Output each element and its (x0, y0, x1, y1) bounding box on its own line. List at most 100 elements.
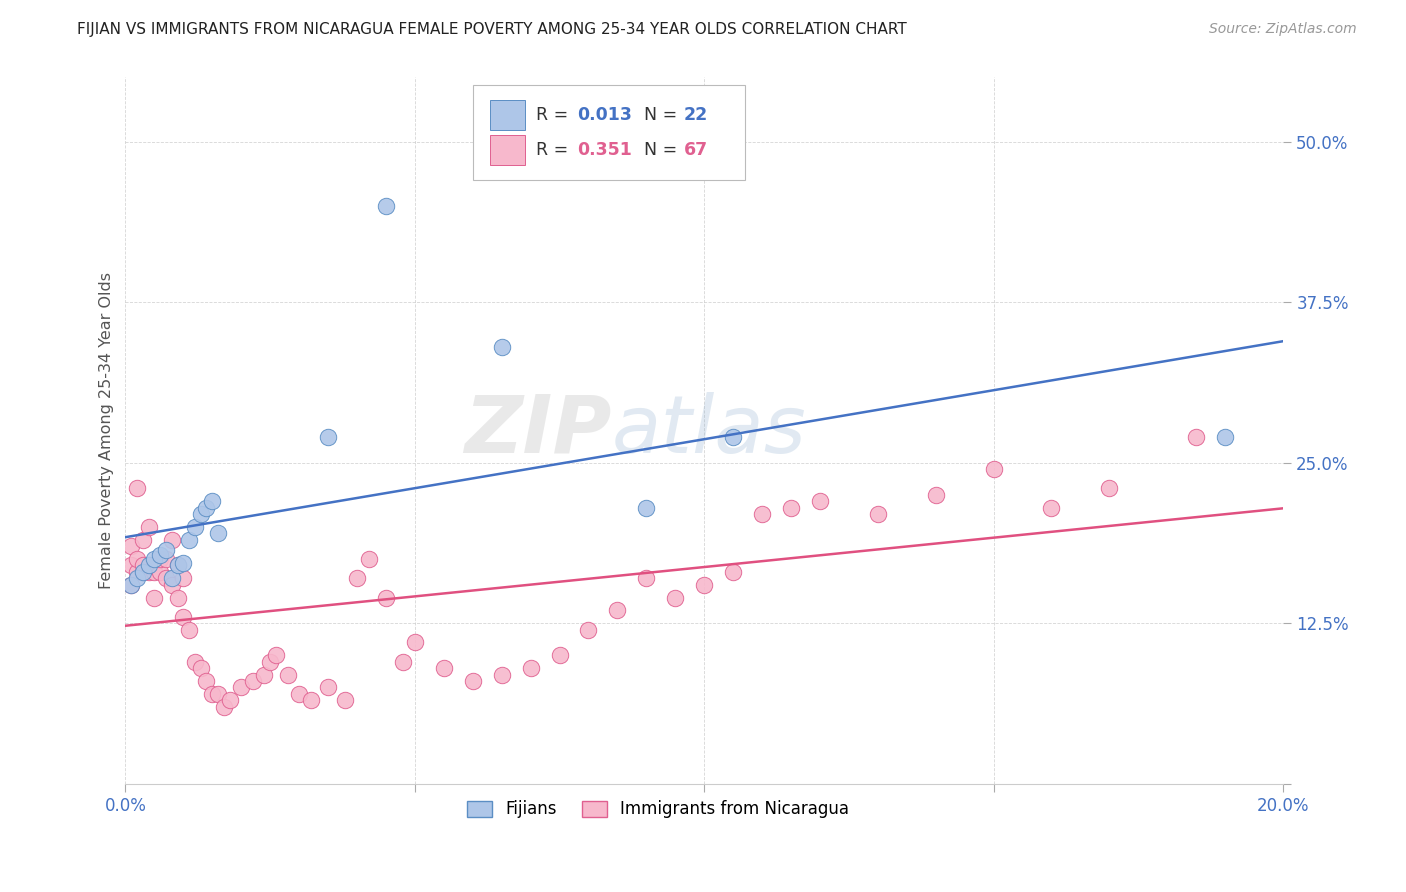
Point (1213, 430, 1236, 444)
Point (143, 552, 166, 566)
Point (125, 482, 148, 496)
Point (143, 558, 166, 573)
Point (132, 533, 155, 547)
Point (190, 661, 212, 675)
Point (149, 548, 172, 562)
Point (155, 571, 177, 585)
Point (866, 507, 889, 521)
Point (288, 687, 311, 701)
Point (491, 340, 513, 354)
Text: R =: R = (537, 141, 568, 159)
FancyBboxPatch shape (491, 100, 524, 129)
Text: 0.351: 0.351 (576, 141, 631, 159)
Point (519, 661, 541, 675)
FancyBboxPatch shape (472, 85, 745, 180)
Point (721, 565, 744, 579)
Point (404, 635, 426, 649)
Point (155, 552, 177, 566)
Point (253, 667, 276, 681)
Point (172, 571, 194, 585)
Point (166, 558, 188, 573)
Point (316, 430, 339, 444)
Text: 22: 22 (683, 106, 707, 124)
Text: 67: 67 (683, 141, 707, 159)
Point (132, 565, 155, 579)
Legend: Fijians, Immigrants from Nicaragua: Fijians, Immigrants from Nicaragua (460, 794, 856, 825)
Y-axis label: Female Poverty Among 25-34 Year Olds: Female Poverty Among 25-34 Year Olds (100, 272, 114, 589)
Point (636, 571, 658, 585)
Point (1040, 500, 1063, 515)
Point (357, 552, 380, 566)
Point (120, 539, 142, 553)
Point (636, 500, 658, 515)
Point (149, 565, 172, 579)
FancyBboxPatch shape (491, 136, 524, 165)
Point (1185, 430, 1208, 444)
Point (125, 571, 148, 585)
Point (201, 687, 224, 701)
Point (179, 533, 201, 547)
Point (172, 556, 194, 570)
Point (1098, 482, 1121, 496)
Point (160, 577, 183, 591)
Point (264, 648, 287, 663)
Text: 0.013: 0.013 (576, 106, 631, 124)
Point (132, 565, 155, 579)
Point (335, 693, 357, 707)
Point (195, 673, 218, 688)
Point (316, 681, 339, 695)
Point (983, 462, 1005, 476)
Text: atlas: atlas (612, 392, 807, 469)
Point (299, 693, 322, 707)
Point (207, 687, 229, 701)
Text: FIJIAN VS IMMIGRANTS FROM NICARAGUA FEMALE POVERTY AMONG 25-34 YEAR OLDS CORRELA: FIJIAN VS IMMIGRANTS FROM NICARAGUA FEMA… (77, 22, 907, 37)
Point (808, 494, 831, 508)
Point (433, 661, 456, 675)
Point (143, 565, 166, 579)
Point (925, 488, 948, 502)
Point (242, 673, 264, 688)
Point (664, 591, 686, 605)
Point (160, 571, 183, 585)
Point (346, 571, 368, 585)
Text: N =: N = (644, 106, 678, 124)
Point (693, 577, 716, 591)
Point (166, 558, 188, 573)
Point (259, 655, 281, 669)
Point (120, 577, 142, 591)
Point (184, 655, 207, 669)
Point (138, 558, 160, 573)
Point (190, 507, 212, 521)
Point (149, 552, 172, 566)
Point (125, 565, 148, 579)
Point (374, 591, 396, 605)
Point (207, 526, 229, 541)
Text: ZIP: ZIP (464, 392, 612, 469)
Point (125, 552, 148, 566)
Point (606, 603, 628, 617)
Point (184, 520, 207, 534)
Point (172, 609, 194, 624)
Text: R =: R = (537, 106, 568, 124)
Text: Source: ZipAtlas.com: Source: ZipAtlas.com (1209, 22, 1357, 37)
Point (780, 500, 803, 515)
Point (276, 667, 298, 681)
Point (179, 623, 201, 637)
Point (132, 558, 155, 573)
Point (751, 507, 773, 521)
Point (201, 494, 224, 508)
Point (548, 648, 571, 663)
Point (195, 500, 218, 515)
Point (212, 699, 235, 714)
Point (166, 591, 188, 605)
Point (138, 520, 160, 534)
Text: N =: N = (644, 141, 678, 159)
Point (120, 577, 142, 591)
Point (392, 655, 415, 669)
Point (138, 565, 160, 579)
Point (218, 693, 240, 707)
Point (231, 681, 253, 695)
Point (143, 591, 166, 605)
Point (374, 199, 396, 213)
Point (160, 533, 183, 547)
